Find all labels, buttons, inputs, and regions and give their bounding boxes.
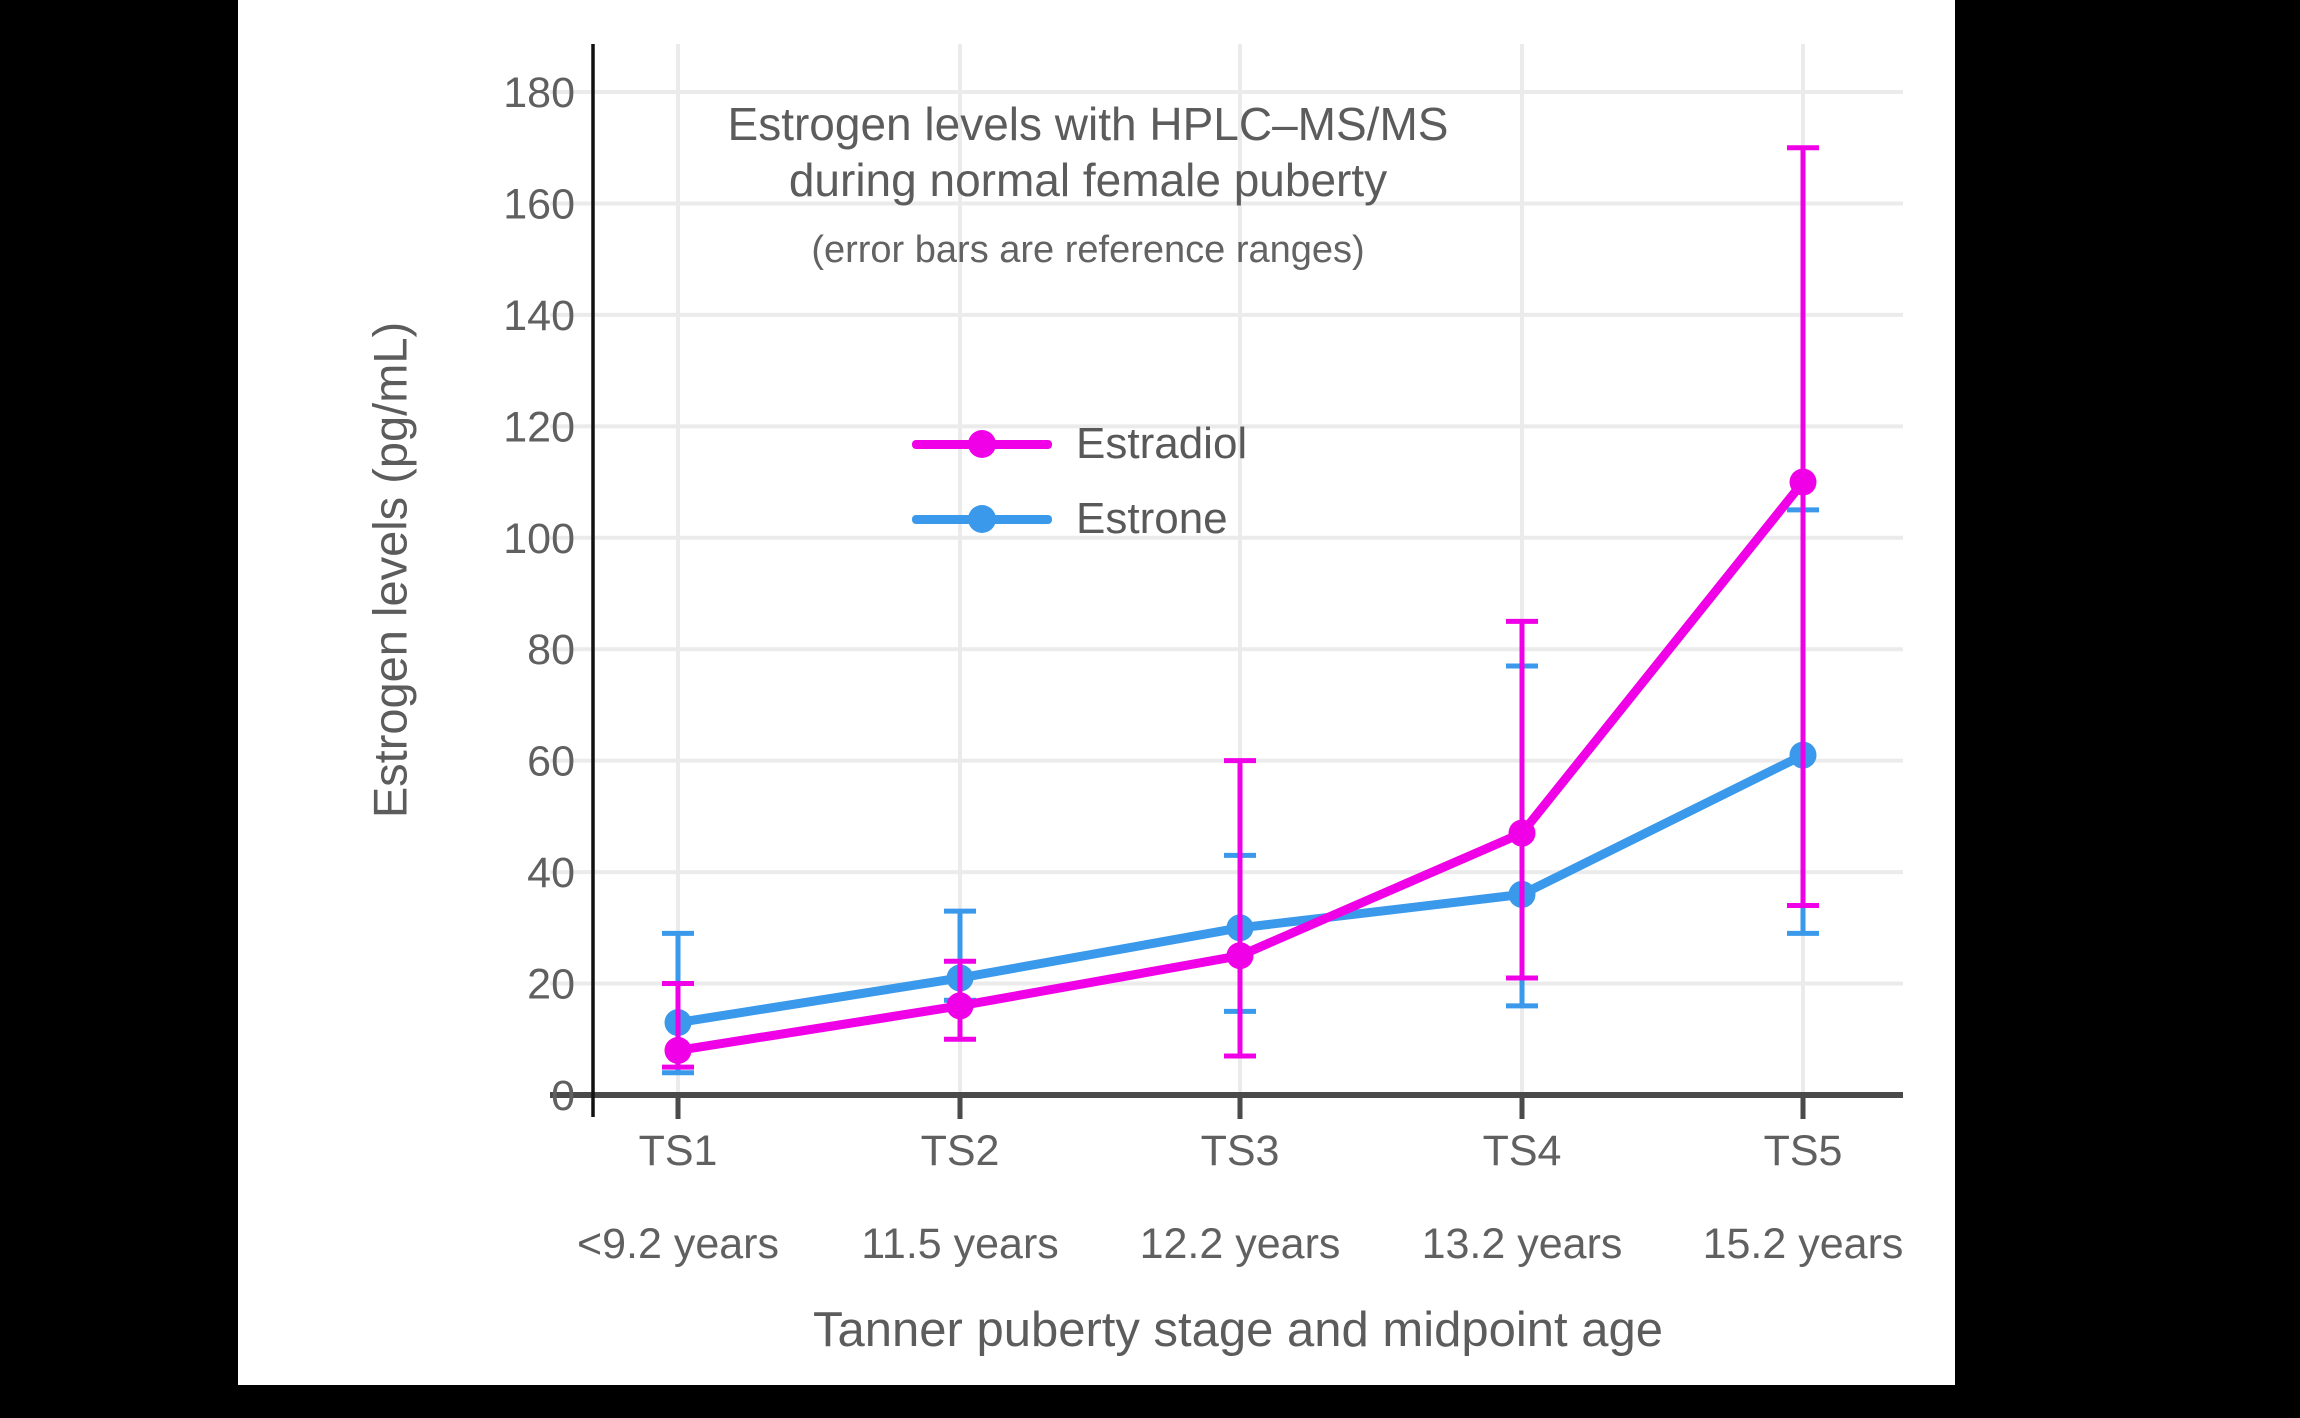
estradiol-line-marker-icon	[912, 430, 1052, 458]
svg-text:180: 180	[503, 69, 575, 117]
svg-text:40: 40	[527, 849, 575, 897]
chart-panel: 0 20 40 60 80 100 120 140 160 180 Estrogen levels…	[238, 0, 1955, 1385]
chart-title-line1: Estrogen levels with HPLC–MS/MS	[727, 98, 1449, 150]
x-sublabel-ts5: 15.2 years	[1702, 1220, 1904, 1268]
svg-text:80: 80	[527, 626, 575, 674]
legend-item-estrone: Estrone	[912, 494, 1228, 543]
svg-text:100: 100	[503, 515, 575, 563]
x-tick-label-ts4: TS4	[1482, 1127, 1562, 1175]
legend-label-estrone: Estrone	[1076, 494, 1228, 543]
x-sublabel-ts4: 13.2 years	[1421, 1220, 1623, 1268]
svg-text:20: 20	[527, 961, 575, 1009]
svg-text:160: 160	[503, 180, 575, 228]
x-sublabel-ts2: 11.5 years	[861, 1220, 1059, 1268]
x-tick-label-ts2: TS2	[920, 1127, 1000, 1175]
svg-text:0: 0	[551, 1072, 575, 1120]
legend-item-estradiol: Estradiol	[912, 419, 1248, 468]
x-tick-label-ts3: TS3	[1200, 1127, 1280, 1175]
chart-title-line2: during normal female puberty	[788, 154, 1388, 206]
chart-subtitle: (error bars are reference ranges)	[811, 229, 1365, 271]
chart-plot-area: 0 20 40 60 80 100 120 140 160 180	[503, 44, 1903, 1120]
estrone-line-marker-icon	[912, 505, 1052, 533]
x-axis-title: Tanner puberty stage and midpoint age	[813, 1303, 1663, 1357]
y-axis-title: Estrogen levels (pg/mL)	[363, 321, 417, 819]
x-sublabel-ts3: 12.2 years	[1139, 1220, 1341, 1268]
x-sublabel-ts1: <9.2 years	[577, 1220, 779, 1268]
x-tick-label-ts1: TS1	[638, 1127, 718, 1175]
svg-text:60: 60	[527, 738, 575, 786]
x-tick-label-ts5: TS5	[1763, 1127, 1843, 1175]
svg-text:140: 140	[503, 292, 575, 340]
svg-text:120: 120	[503, 403, 575, 451]
legend-label-estradiol: Estradiol	[1076, 419, 1248, 468]
